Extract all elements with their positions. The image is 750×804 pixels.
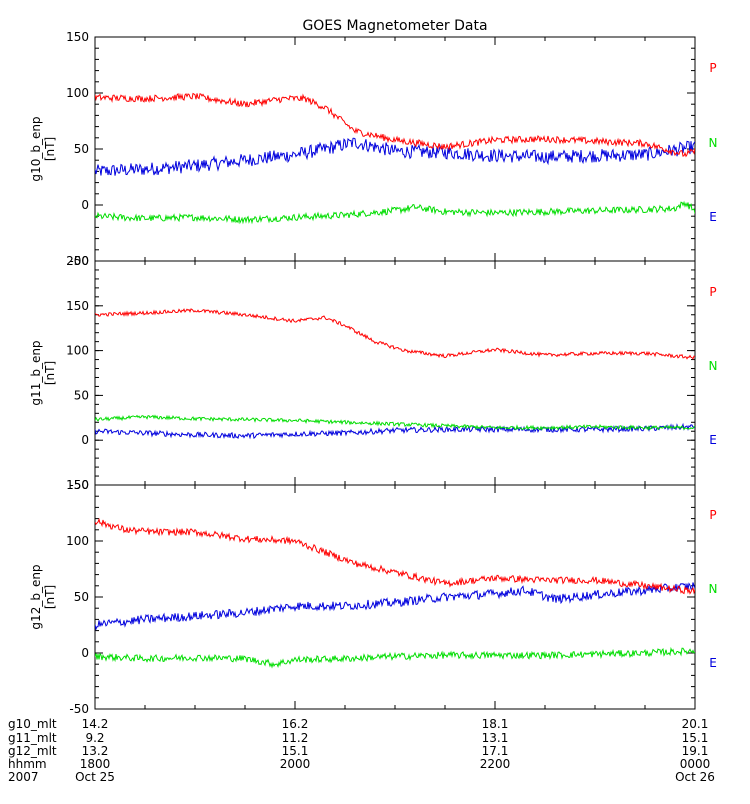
legend-p: P — [709, 61, 716, 75]
footer-value: 17.1 — [482, 744, 509, 758]
footer-value: 15.1 — [282, 744, 309, 758]
footer-row-label: g10_mlt — [8, 717, 57, 731]
legend-n: N — [709, 136, 718, 150]
series-line-p — [95, 308, 695, 360]
legend-p: P — [709, 508, 716, 522]
series-line-e — [95, 582, 695, 631]
legend-e: E — [709, 210, 717, 224]
y-tick-label: -50 — [69, 702, 89, 716]
y-axis-label: g12_b_enp — [29, 564, 43, 629]
footer-value: 11.2 — [282, 731, 309, 745]
footer-value: 18.1 — [482, 717, 509, 731]
series-line-e — [95, 137, 695, 176]
footer-value: 14.2 — [82, 717, 109, 731]
footer-value: 16.2 — [282, 717, 309, 731]
panel-3: -50 0 50 100 150 g12_b_enp [nT] P N E — [29, 478, 717, 716]
y-axis-unit: [nT] — [43, 137, 57, 161]
footer-row-label: g11_mlt — [8, 731, 57, 745]
y-tick-label: 50 — [74, 388, 89, 402]
footer-value: 19.1 — [682, 744, 709, 758]
footer-value: 2000 — [280, 757, 311, 771]
panel-1: -50 0 50 100 150 g10_b_enp [nT] P N E — [29, 30, 717, 268]
footer-value: Oct 26 — [675, 770, 715, 784]
footer-value: 0000 — [680, 757, 711, 771]
y-tick-label: 50 — [74, 142, 89, 156]
y-tick-label: 0 — [81, 646, 89, 660]
footer-value: 2200 — [480, 757, 511, 771]
footer-value: 1800 — [80, 757, 111, 771]
footer-value: 20.1 — [682, 717, 709, 731]
series-line-p — [95, 92, 695, 158]
series-line-n — [95, 200, 695, 225]
footer-value: 15.1 — [682, 731, 709, 745]
footer-group: g10_mlt 14.2 16.2 18.1 20.1 g11_mlt 9.2 11.2 13.… — [8, 717, 715, 784]
y-axis-unit: [nT] — [43, 585, 57, 609]
y-tick-label: 0 — [81, 433, 89, 447]
y-tick-label: 150 — [66, 299, 89, 313]
y-tick-label: 0 — [81, 198, 89, 212]
series-line-p — [95, 517, 695, 595]
legend-p: P — [709, 285, 716, 299]
legend-e: E — [709, 433, 717, 447]
y-tick-label: -50 — [69, 254, 89, 268]
y-tick-label: 100 — [66, 344, 89, 358]
series-line-n — [95, 646, 695, 669]
footer-value: Oct 25 — [75, 770, 115, 784]
footer-row-label: hhmm — [8, 757, 47, 771]
legend-n: N — [709, 582, 718, 596]
y-tick-label: 150 — [66, 30, 89, 44]
y-tick-label: 50 — [74, 590, 89, 604]
series-line-n — [95, 414, 695, 431]
legend-e: E — [709, 656, 717, 670]
y-tick-label: 200 — [66, 254, 89, 268]
y-tick-label: 100 — [66, 534, 89, 548]
footer-row-label: 2007 — [8, 770, 39, 784]
y-axis-label: g10_b_enp — [29, 116, 43, 181]
y-tick-label: 100 — [66, 86, 89, 100]
y-tick-label: -50 — [69, 478, 89, 492]
footer-value: 13.1 — [482, 731, 509, 745]
y-axis-unit: [nT] — [43, 361, 57, 385]
y-axis-label: g11_b_enp — [29, 340, 43, 405]
y-tick-label: 150 — [66, 478, 89, 492]
chart-title: GOES Magnetometer Data — [302, 18, 487, 34]
footer-row-label: g12_mlt — [8, 744, 57, 758]
legend-n: N — [709, 359, 718, 373]
footer-value: 9.2 — [85, 731, 104, 745]
footer-value: 13.2 — [82, 744, 109, 758]
